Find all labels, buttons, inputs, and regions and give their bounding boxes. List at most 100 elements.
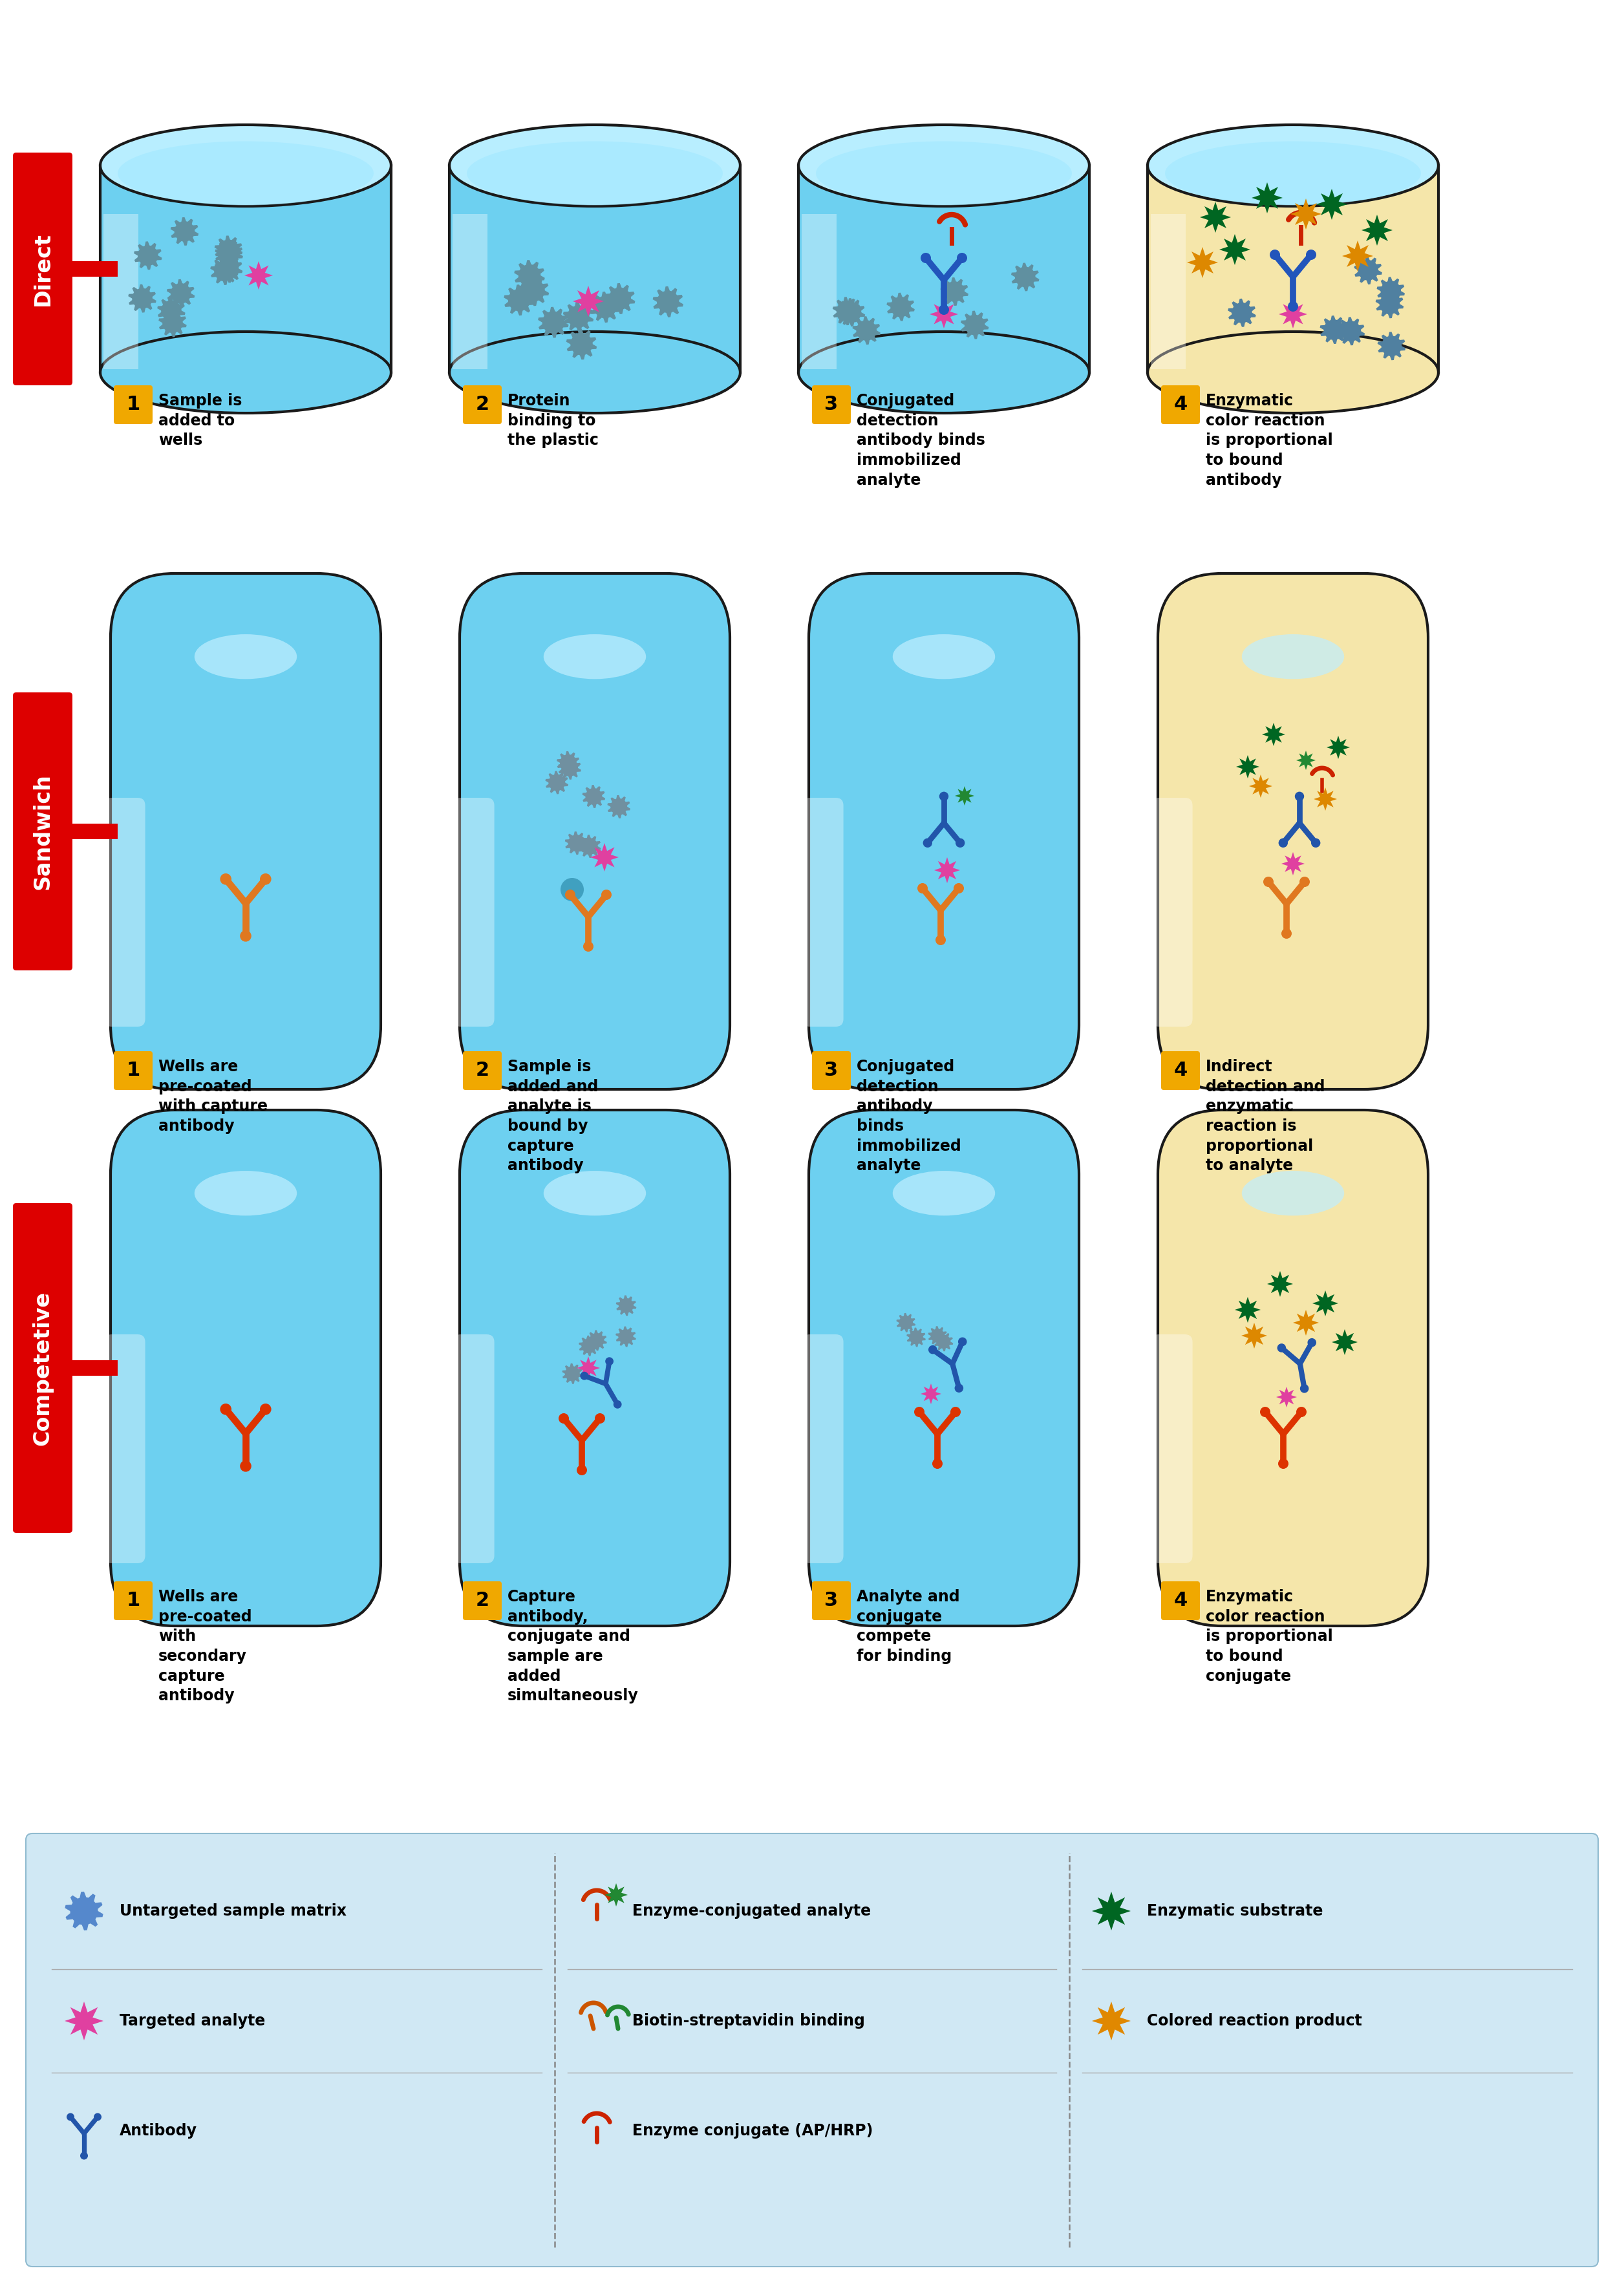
FancyBboxPatch shape — [1161, 1582, 1200, 1621]
Polygon shape — [564, 302, 594, 331]
Bar — [450, 165, 741, 373]
Text: 4: 4 — [1174, 395, 1187, 414]
Polygon shape — [577, 1356, 599, 1381]
Polygon shape — [615, 1326, 637, 1346]
Circle shape — [614, 1401, 622, 1408]
FancyBboxPatch shape — [114, 1582, 153, 1621]
Polygon shape — [853, 315, 880, 345]
Polygon shape — [158, 297, 185, 325]
Circle shape — [260, 873, 271, 885]
Polygon shape — [955, 786, 974, 805]
Text: Analyte and
conjugate
compete
for binding: Analyte and conjugate compete for bindin… — [856, 1589, 960, 1664]
Ellipse shape — [117, 142, 374, 206]
Circle shape — [1384, 286, 1397, 297]
Circle shape — [932, 1458, 942, 1470]
Polygon shape — [1341, 240, 1374, 272]
Circle shape — [80, 2151, 88, 2160]
Text: Conjugated
detection
antibody binds
immobilized
analyte: Conjugated detection antibody binds immo… — [856, 393, 986, 487]
Text: 3: 3 — [825, 1061, 838, 1079]
Text: Competetive: Competetive — [32, 1292, 54, 1445]
Ellipse shape — [1242, 633, 1345, 679]
Circle shape — [901, 1319, 911, 1326]
Ellipse shape — [195, 633, 297, 679]
Polygon shape — [921, 1383, 942, 1404]
FancyBboxPatch shape — [110, 1111, 380, 1625]
Polygon shape — [607, 796, 630, 818]
FancyBboxPatch shape — [463, 1582, 502, 1621]
FancyBboxPatch shape — [1158, 574, 1427, 1090]
Ellipse shape — [1164, 142, 1421, 206]
FancyBboxPatch shape — [1161, 1052, 1200, 1090]
Text: Protein
binding to
the plastic: Protein binding to the plastic — [507, 393, 599, 448]
Polygon shape — [1267, 1271, 1293, 1296]
Circle shape — [572, 839, 581, 848]
FancyBboxPatch shape — [13, 1202, 73, 1534]
Polygon shape — [214, 235, 242, 263]
FancyBboxPatch shape — [110, 574, 380, 1090]
Polygon shape — [159, 309, 187, 336]
Circle shape — [136, 293, 149, 304]
FancyBboxPatch shape — [114, 1052, 153, 1090]
Circle shape — [1306, 249, 1317, 261]
Circle shape — [939, 1337, 948, 1346]
Text: Enzyme conjugate (AP/HRP): Enzyme conjugate (AP/HRP) — [632, 2124, 874, 2140]
Text: 3: 3 — [825, 395, 838, 414]
Polygon shape — [906, 1328, 926, 1346]
Ellipse shape — [1148, 126, 1439, 206]
Circle shape — [957, 254, 968, 263]
Ellipse shape — [815, 142, 1072, 206]
Polygon shape — [927, 1326, 947, 1346]
Circle shape — [1294, 791, 1304, 800]
Text: Enzyme-conjugated analyte: Enzyme-conjugated analyte — [632, 1904, 870, 1918]
Text: Sample is
added to
wells: Sample is added to wells — [159, 393, 242, 448]
Polygon shape — [583, 784, 606, 809]
Polygon shape — [133, 242, 162, 270]
Circle shape — [948, 286, 961, 297]
Circle shape — [1307, 1337, 1317, 1346]
Polygon shape — [518, 274, 549, 306]
FancyBboxPatch shape — [1151, 1335, 1192, 1564]
Circle shape — [1281, 928, 1291, 940]
Circle shape — [218, 265, 231, 277]
Circle shape — [221, 873, 232, 885]
Circle shape — [166, 315, 179, 329]
Bar — [70, 1360, 117, 1376]
Circle shape — [1385, 341, 1398, 352]
Circle shape — [622, 1301, 630, 1310]
Polygon shape — [546, 770, 568, 793]
Circle shape — [950, 1406, 961, 1417]
Polygon shape — [1234, 1296, 1260, 1324]
Circle shape — [844, 306, 857, 318]
Circle shape — [935, 935, 945, 944]
Polygon shape — [1091, 2003, 1130, 2041]
Text: Wells are
pre-coated
with capture
antibody: Wells are pre-coated with capture antibo… — [159, 1058, 268, 1134]
Polygon shape — [578, 1335, 599, 1356]
Polygon shape — [557, 752, 580, 775]
Polygon shape — [1317, 190, 1348, 219]
Circle shape — [598, 299, 612, 313]
FancyBboxPatch shape — [812, 386, 851, 425]
Circle shape — [958, 1337, 966, 1346]
Polygon shape — [1187, 247, 1218, 279]
FancyBboxPatch shape — [809, 574, 1078, 1090]
Circle shape — [1384, 297, 1397, 311]
Circle shape — [1299, 1383, 1309, 1392]
Text: 3: 3 — [825, 1591, 838, 1609]
Circle shape — [559, 1413, 568, 1424]
Polygon shape — [833, 297, 861, 325]
Circle shape — [914, 1406, 924, 1417]
Circle shape — [585, 841, 594, 853]
FancyBboxPatch shape — [104, 1335, 145, 1564]
Polygon shape — [604, 1884, 628, 1907]
Text: Enzymatic
color reaction
is proportional
to bound
antibody: Enzymatic color reaction is proportional… — [1205, 393, 1333, 487]
Circle shape — [585, 1342, 594, 1351]
Circle shape — [968, 318, 981, 331]
Circle shape — [1260, 1406, 1270, 1417]
Polygon shape — [209, 256, 239, 286]
Text: 4: 4 — [1174, 1061, 1187, 1079]
Polygon shape — [578, 834, 601, 857]
Polygon shape — [1320, 315, 1348, 343]
Text: Sandwich: Sandwich — [32, 773, 54, 889]
Polygon shape — [1278, 299, 1307, 329]
FancyBboxPatch shape — [104, 798, 145, 1026]
